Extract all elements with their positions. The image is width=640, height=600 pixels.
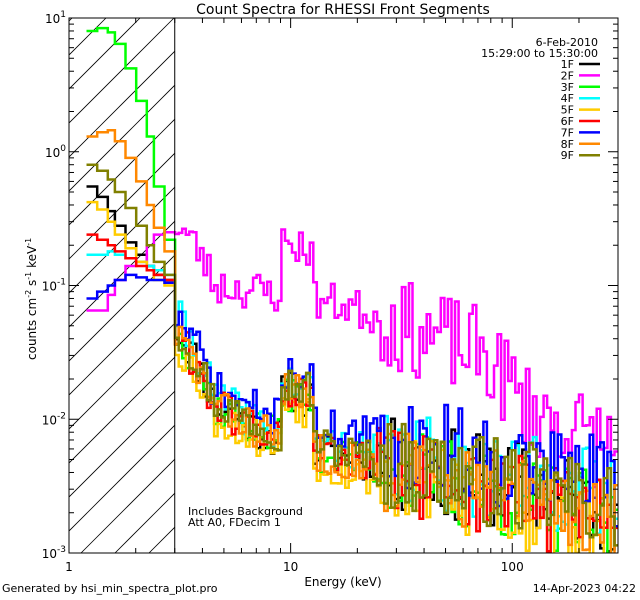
chart-title: Count Spectra for RHESSI Front Segments: [196, 2, 490, 18]
hatch-line: [0, 18, 4, 553]
observation-date: 6-Feb-2010: [536, 36, 598, 49]
series-6F: [86, 233, 618, 553]
y-label-exp2: -1: [24, 272, 33, 280]
footer-generated-by: Generated by hsi_min_spectra_plot.pro: [2, 582, 218, 595]
annotation-attenuator: Att A0, FDecim 1: [188, 516, 281, 529]
y-tick-label: 10-1: [42, 278, 66, 294]
series-1F: [86, 185, 618, 553]
hatch-line: [69, 288, 175, 396]
legend-label-2F: 2F: [561, 69, 574, 82]
hatch-line: [69, 18, 175, 124]
series-layer: [86, 26, 618, 553]
legend-label-7F: 7F: [561, 126, 574, 139]
legend-label-4F: 4F: [561, 92, 574, 105]
y-tick-label: 101: [45, 10, 66, 26]
series-2F: [86, 227, 618, 489]
y-label-end: keV: [25, 245, 39, 272]
x-tick-label: 10: [283, 560, 298, 574]
y-tick-label: 10-3: [42, 545, 66, 561]
legend-label-6F: 6F: [561, 115, 574, 128]
series-4F: [86, 250, 618, 535]
legend-label-3F: 3F: [561, 81, 574, 94]
hatch-line: [69, 84, 175, 192]
y-label-main: counts cm: [25, 298, 39, 360]
observation-time-range: 15:29:00 to 15:30:00: [481, 47, 598, 60]
footer-timestamp: 14-Apr-2023 04:22: [532, 582, 636, 595]
y-label-exp1: -2: [24, 290, 33, 298]
hatch-line: [69, 424, 175, 532]
x-tick-label: 1: [65, 560, 73, 574]
hatch-line: [69, 254, 175, 362]
hatch-line: [69, 390, 175, 498]
legend-label-9F: 9F: [561, 149, 574, 162]
series-9F: [86, 163, 618, 547]
legend-label-5F: 5F: [561, 104, 574, 117]
y-tick-labels: 10-3 10-2 10-1 100 101: [42, 10, 67, 561]
y-label-mid: s: [25, 280, 39, 290]
x-tick-label: 100: [501, 560, 524, 574]
x-tick-labels: 1 10 100: [65, 560, 524, 574]
hatch-line: [80, 458, 175, 553]
annotation-background: Includes Background: [188, 505, 303, 518]
legend-label-8F: 8F: [561, 138, 574, 151]
legend-label-1F: 1F: [561, 58, 574, 71]
hatch-line: [69, 50, 175, 158]
axis-ticks: [68, 17, 619, 554]
series-5F: [86, 200, 606, 553]
y-tick-label: 100: [45, 144, 66, 160]
x-axis-label: Energy (keV): [304, 575, 381, 589]
y-axis-label: counts cm-2 s-1 keV-1: [24, 238, 39, 360]
y-tick-label: 10-2: [42, 411, 66, 427]
y-label-exp3: -1: [24, 238, 33, 246]
